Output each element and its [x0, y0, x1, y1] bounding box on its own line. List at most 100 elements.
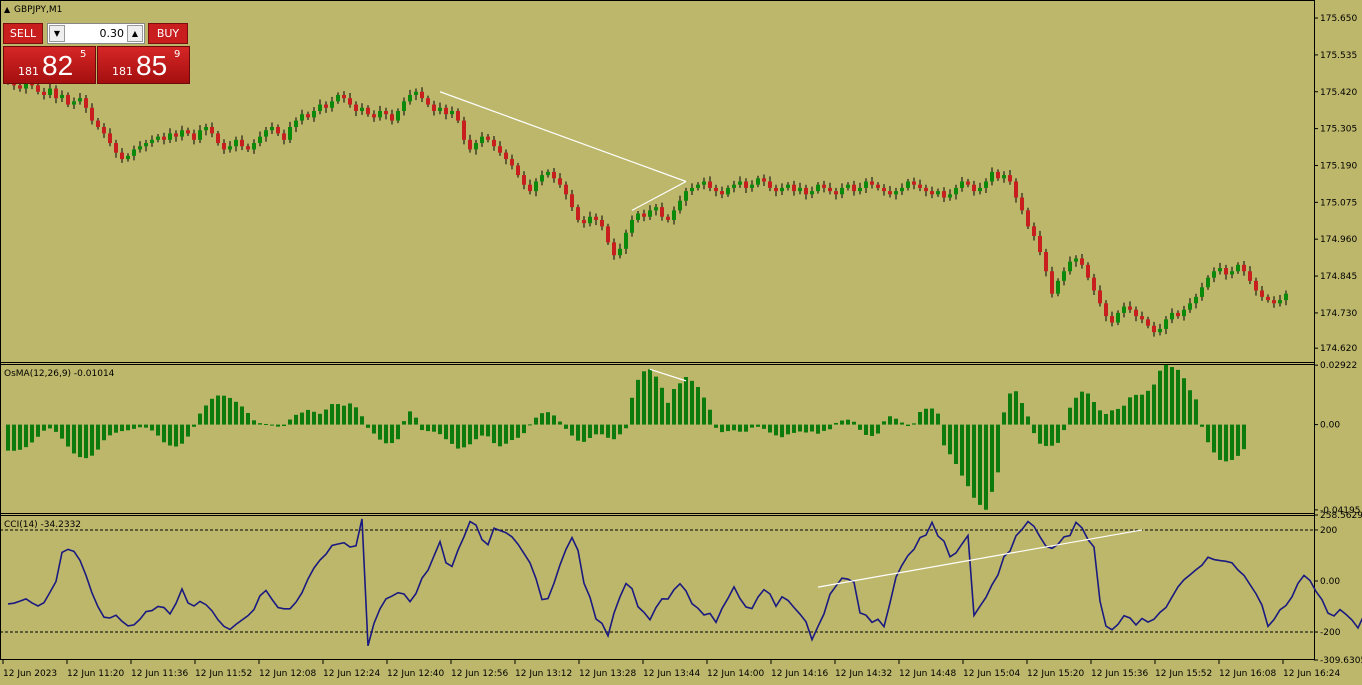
candle-body: [798, 187, 802, 192]
candle-body: [426, 98, 430, 105]
lot-size-input[interactable]: ▼ 0.30 ▲: [47, 23, 145, 44]
buy-price-box[interactable]: 181 85 9: [97, 46, 190, 84]
osma-bar: [54, 424, 58, 432]
osma-bar: [654, 376, 658, 425]
candle-body: [960, 181, 964, 188]
candle-body: [264, 130, 268, 137]
osma-bar: [1020, 403, 1024, 425]
osma-bar: [618, 424, 622, 435]
candle-body: [990, 171, 994, 182]
candle-body: [600, 219, 604, 227]
osma-bar: [744, 424, 748, 432]
osma-bar: [36, 424, 40, 437]
candle-body: [1260, 290, 1264, 297]
candle-body: [192, 133, 196, 140]
candle-body: [1200, 287, 1204, 297]
osma-bar: [822, 424, 826, 431]
osma-bar: [480, 424, 484, 436]
candle-body: [660, 207, 664, 217]
candle-body: [564, 184, 568, 195]
candle-body: [714, 187, 718, 192]
candle-body: [372, 114, 376, 118]
osma-bar: [546, 412, 550, 425]
one-click-trading-panel: SELL ▼ 0.30 ▲ BUY 181 82 5 181 85 9: [3, 21, 190, 85]
lot-decrease-icon[interactable]: ▼: [49, 25, 65, 42]
osma-bar: [216, 395, 220, 425]
time-axis-label: 12 Jun 14:00: [707, 669, 764, 679]
osma-bar: [138, 424, 142, 428]
osma-bar: [390, 424, 394, 444]
candle-body: [1164, 319, 1168, 329]
candle-body: [1044, 252, 1048, 272]
osma-bar: [252, 420, 256, 425]
osma-bar: [1182, 378, 1186, 425]
osma-bar: [72, 424, 76, 454]
lot-increase-icon[interactable]: ▲: [127, 25, 143, 42]
osma-bar: [582, 424, 586, 442]
triangle-up-icon[interactable]: ▲: [4, 5, 11, 14]
osma-bar: [222, 395, 226, 425]
osma-bar: [384, 424, 388, 444]
candle-body: [804, 187, 808, 195]
candle-body: [408, 94, 412, 102]
candle-body: [588, 216, 592, 224]
osma-bar: [444, 424, 448, 440]
osma-bar: [468, 424, 472, 445]
osma-bar: [528, 424, 532, 426]
osma-bar: [612, 424, 616, 440]
osma-bar: [1212, 424, 1216, 453]
osma-bar: [246, 412, 250, 425]
osma-bar: [294, 414, 298, 425]
candle-body: [900, 187, 904, 192]
candle-body: [552, 171, 556, 179]
price-trendline: [631, 180, 687, 211]
buy-button[interactable]: BUY: [148, 23, 188, 44]
osma-bar: [516, 424, 520, 438]
price-axis-label: 174.960: [1320, 235, 1357, 245]
cci-axis-label: -309.6305: [1320, 656, 1362, 666]
candle-body: [36, 85, 40, 92]
osma-bar: [60, 424, 64, 439]
candle-body: [306, 114, 310, 118]
osma-bar: [234, 401, 238, 425]
candle-body: [1092, 277, 1096, 291]
candle-body: [420, 91, 424, 99]
candle-body: [282, 133, 286, 140]
candle-body: [90, 107, 94, 121]
osma-bar: [360, 416, 364, 425]
osma-bar: [498, 424, 502, 447]
lot-size-value[interactable]: 0.30: [99, 27, 125, 40]
candle-body: [1056, 280, 1060, 294]
sell-price-box[interactable]: 181 82 5: [3, 46, 96, 84]
candle-body: [252, 143, 256, 150]
candle-body: [978, 187, 982, 192]
osma-bar: [510, 424, 514, 441]
candle-body: [666, 216, 670, 220]
candle-body: [810, 191, 814, 195]
osma-bar: [990, 424, 994, 492]
osma-bar: [1026, 416, 1030, 425]
candle-body: [888, 191, 892, 195]
cci-indicator-title: CCI(14) -34.2332: [4, 520, 82, 530]
candle-body: [150, 139, 154, 144]
osma-bar: [1158, 370, 1162, 425]
osma-bar: [300, 412, 304, 425]
candle-body: [390, 114, 394, 121]
candle-body: [558, 178, 562, 185]
candle-body: [840, 187, 844, 195]
osma-bar: [204, 405, 208, 425]
candle-body: [762, 178, 766, 182]
candle-body: [720, 191, 724, 195]
osma-bar: [648, 369, 652, 425]
candle-body: [612, 242, 616, 256]
candle-body: [906, 181, 910, 188]
candle-body: [756, 178, 760, 185]
candle-body: [1266, 296, 1270, 301]
candle-body: [702, 181, 706, 185]
candle-body: [1116, 312, 1120, 323]
osma-bar: [1122, 405, 1126, 425]
osma-bar: [372, 424, 376, 434]
sell-button[interactable]: SELL: [3, 23, 43, 44]
osma-bar: [666, 402, 670, 425]
